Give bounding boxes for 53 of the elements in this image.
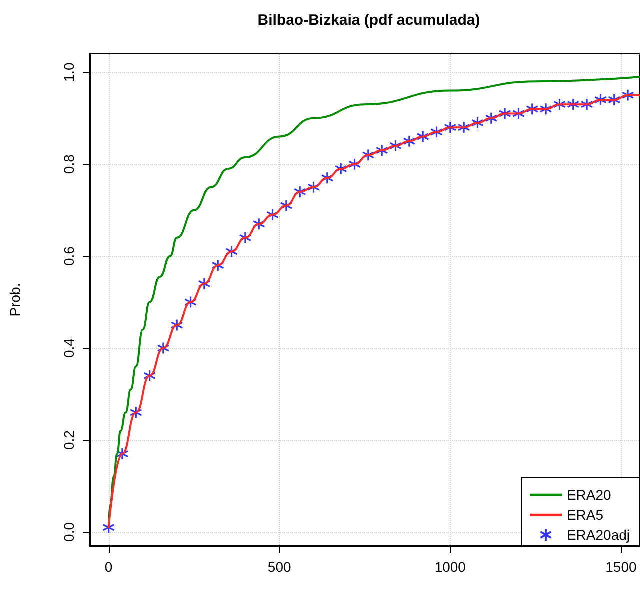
- y-tick-label: 0.4: [61, 338, 77, 358]
- y-tick-label: 0.8: [61, 154, 77, 174]
- point: [458, 121, 470, 134]
- point: [212, 259, 224, 272]
- point: [321, 172, 334, 184]
- point: [444, 121, 457, 134]
- point: [266, 208, 280, 222]
- point: [307, 181, 320, 194]
- chart-title: Bilbao-Bizkaia (pdf acumulada): [258, 12, 480, 29]
- legend-label: ERA20adj: [566, 527, 630, 543]
- point: [416, 130, 430, 144]
- point: [348, 158, 362, 171]
- point: [430, 126, 444, 138]
- y-tick-label: 0.2: [61, 430, 77, 450]
- point: [622, 89, 634, 102]
- point: [130, 406, 142, 419]
- x-tick-label: 1000: [434, 559, 466, 575]
- point: [608, 94, 621, 106]
- point: [567, 98, 580, 111]
- point: [512, 107, 526, 120]
- point: [252, 218, 266, 230]
- y-tick-label: 0.0: [61, 522, 77, 542]
- point: [485, 112, 498, 125]
- point: [594, 94, 608, 106]
- point: [280, 199, 293, 212]
- point: [580, 98, 594, 111]
- point: [471, 116, 484, 130]
- point: [553, 98, 566, 111]
- point: [362, 148, 375, 162]
- y-tick-label: 0.6: [61, 246, 77, 266]
- legend-label: ERA20: [566, 487, 612, 503]
- point: [376, 144, 388, 157]
- point: [170, 318, 184, 332]
- y-tick-label: 1.0: [61, 62, 77, 82]
- point: [526, 102, 539, 116]
- point: [498, 107, 512, 120]
- point: [540, 102, 552, 116]
- x-tick-label: 1500: [606, 559, 637, 575]
- x-tick-label: 500: [268, 559, 292, 575]
- point: [334, 162, 348, 176]
- point: [143, 370, 156, 382]
- point: [198, 278, 211, 290]
- point: [239, 232, 252, 244]
- legend-label: ERA5: [566, 507, 604, 523]
- point: [403, 135, 416, 148]
- point: [225, 245, 238, 258]
- y-axis-title: Prob.: [7, 283, 23, 317]
- x-tick-label: 0: [104, 559, 113, 575]
- point: [294, 186, 306, 198]
- point: [116, 448, 129, 460]
- point: [184, 296, 198, 309]
- point: [389, 140, 402, 152]
- point: [157, 342, 170, 355]
